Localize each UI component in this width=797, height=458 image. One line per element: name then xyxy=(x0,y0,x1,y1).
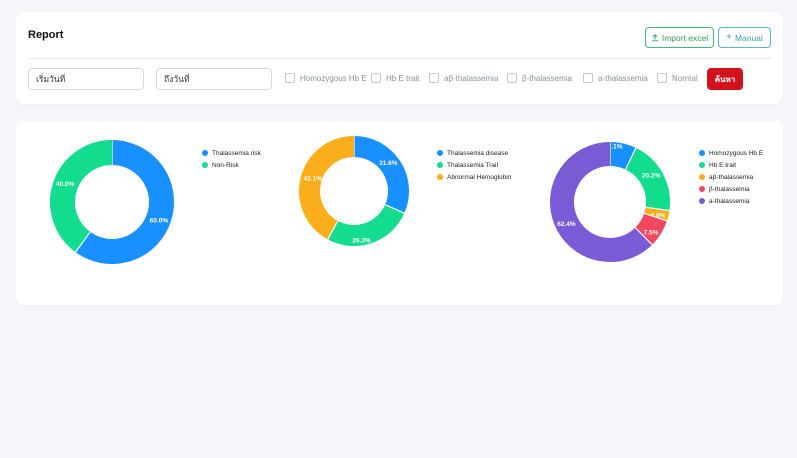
slice-a-thalassemia[interactable] xyxy=(550,142,653,262)
date-to-placeholder: ถึงวันที่ xyxy=(164,74,190,84)
legend-dot-icon xyxy=(699,186,705,192)
category-donut-chart: 31.6% 26.3% 42.1% xyxy=(299,136,409,246)
legend-item-a-thalassemia[interactable]: aβ-thalassemia xyxy=(699,171,763,183)
date-to-input[interactable]: ถึงวันที่ xyxy=(156,68,272,90)
slice-label: 7.5% xyxy=(644,229,659,236)
slice-hb-e-trait[interactable] xyxy=(624,147,670,211)
legend-dot-icon xyxy=(699,174,705,180)
checkbox[interactable] xyxy=(371,73,381,83)
slice-label: 7.1% xyxy=(608,144,623,151)
search-button[interactable]: ค้นหา xyxy=(707,68,743,90)
import-excel-button[interactable]: Import excel xyxy=(645,27,714,48)
legend-dot-icon xyxy=(437,162,443,168)
plus-icon: + xyxy=(726,31,732,43)
filter-normal[interactable]: Normal xyxy=(657,73,698,83)
slice-divider xyxy=(624,147,637,170)
legend-dot-icon xyxy=(437,174,443,180)
filter-hb-e-trait[interactable]: Hb E trait xyxy=(371,73,419,83)
legend-dot-icon xyxy=(699,198,705,204)
legend-item-thalassemia-trait[interactable]: Thalassemia Trait xyxy=(437,159,511,171)
divider xyxy=(28,58,771,59)
legend-item-thalassemia-disease[interactable]: Thalassemia disease xyxy=(437,147,511,159)
legend-label: Non-Risk xyxy=(212,161,239,169)
slice-label: 42.1% xyxy=(304,176,323,183)
checkbox[interactable] xyxy=(657,73,667,83)
manual-button[interactable]: + Manual xyxy=(718,27,771,48)
slice-homozygous-hb-e[interactable] xyxy=(609,142,636,170)
slice-label: 2.8% xyxy=(651,212,666,219)
legend-label: Thalassemia risk xyxy=(212,149,261,157)
checkbox[interactable] xyxy=(285,73,295,83)
slice-thalassemia-disease[interactable] xyxy=(353,136,409,214)
slice-non-risk[interactable] xyxy=(50,140,113,253)
filter-ab-thalassemia[interactable]: aβ-thalassemia xyxy=(429,73,498,83)
legend-item-a-thalassemia[interactable]: a-thalassemia xyxy=(699,195,763,207)
risk-donut-chart: 60.0% 40.0% xyxy=(50,140,174,264)
filter-label: Normal xyxy=(672,73,698,83)
search-label: ค้นหา xyxy=(714,74,736,84)
legend-label: Hb E trait xyxy=(709,161,737,169)
slice-divider xyxy=(327,220,339,240)
date-from-input[interactable]: เริ่มวันที่ xyxy=(28,68,144,90)
legend-label: a-thalassemia xyxy=(709,197,750,205)
slice-divider xyxy=(643,212,668,222)
slice-label: 26.3% xyxy=(352,237,371,244)
page-title: Report xyxy=(28,29,64,41)
filter-a-thalassemia[interactable]: a-thalassemia xyxy=(583,73,648,83)
filter-label: β-thalassemia xyxy=(522,73,572,83)
checkbox[interactable] xyxy=(583,73,593,83)
legend-item-hb-e-trait[interactable]: Hb E trait xyxy=(699,159,763,171)
import-excel-label: Import excel xyxy=(661,32,709,43)
legend-dot-icon xyxy=(437,150,443,156)
legend-dot-icon xyxy=(202,150,208,156)
slice-label: 40.0% xyxy=(56,181,75,188)
date-from-placeholder: เริ่มวันที่ xyxy=(36,74,66,84)
filter-label: Hb E trait xyxy=(386,73,420,83)
legend-item-abnormal-hemoglobin[interactable]: Abnormal Hemoglobin xyxy=(437,171,511,183)
slice-label: 20.2% xyxy=(642,172,661,179)
slice-label: 31.6% xyxy=(379,160,398,167)
filter-label: Homozygous Hb E xyxy=(300,73,367,83)
slice-thalassemia-trait[interactable] xyxy=(327,204,405,246)
type-donut-chart: 7.1% 20.2% 2.8% 7.5% 62.4% xyxy=(550,142,670,262)
legend-label: Thalassemia disease xyxy=(447,149,509,157)
report-header-card: Report Import excel + Manual เริ่มวันที่… xyxy=(16,12,783,104)
legend-item-thalassemia-risk[interactable]: Thalassemia risk xyxy=(202,147,261,159)
legend-label: β-thalassemia xyxy=(709,185,750,193)
manual-label: Manual xyxy=(734,32,763,43)
filter-label: a-thalassemia xyxy=(598,73,648,83)
legend-dot-icon xyxy=(699,162,705,168)
legend-label: Abnormal Hemoglobin xyxy=(447,173,512,181)
legend-dot-icon xyxy=(202,162,208,168)
legend-label: aβ-thalassemia xyxy=(709,173,754,181)
charts-card: 60.0% 40.0% Thalassemia risk Non-Risk 31.6… xyxy=(16,121,783,305)
slice-thalassemia-risk[interactable] xyxy=(75,140,174,264)
type-legend: Homozygous Hb E Hb E trait aβ-thalassemia β… xyxy=(699,147,763,207)
filter-label: aβ-thalassemia xyxy=(444,73,499,83)
slice-divider xyxy=(634,227,653,246)
slice-label: 60.0% xyxy=(150,218,169,225)
category-legend: Thalassemia disease Thalassemia Trait Abno… xyxy=(437,147,511,183)
legend-item-homozygous-hb-e[interactable]: Homozygous Hb E xyxy=(699,147,763,159)
filter-homozygous-hb-e[interactable]: Homozygous Hb E xyxy=(285,73,367,83)
slice-divider xyxy=(384,204,405,214)
filter-b-thalassemia[interactable]: β-thalassemia xyxy=(507,73,572,83)
checkbox[interactable] xyxy=(429,73,439,83)
slice-label: 62.4% xyxy=(557,221,576,228)
slice-divider xyxy=(645,206,670,212)
slice-divider xyxy=(75,231,91,253)
legend-label: Homozygous Hb E xyxy=(709,149,764,157)
slice-abnormal-hemoglobin[interactable] xyxy=(299,136,355,240)
legend-item-non-risk[interactable]: Non-Risk xyxy=(202,159,261,171)
legend-item-thalassemia[interactable]: β-thalassemia xyxy=(699,183,763,195)
risk-legend: Thalassemia risk Non-Risk xyxy=(202,147,261,171)
legend-label: Thalassemia Trait xyxy=(447,161,499,169)
checkbox[interactable] xyxy=(507,73,517,83)
legend-dot-icon xyxy=(699,150,705,156)
upload-icon xyxy=(651,33,659,41)
